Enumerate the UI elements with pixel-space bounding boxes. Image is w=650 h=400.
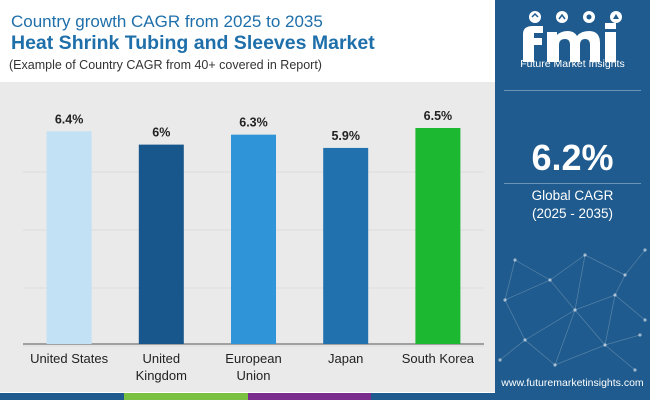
footer-strip-segment [0, 393, 124, 400]
brand-name: Future Market Insights [520, 58, 625, 70]
data-label: 6.3% [239, 116, 268, 130]
category-label-line: United [143, 351, 181, 366]
data-label: 6.5% [424, 109, 453, 123]
footer-strip-segment [247, 393, 372, 400]
data-label: 6% [152, 126, 170, 140]
category-label-line: European [225, 351, 281, 366]
bar [138, 144, 184, 344]
category-label-line: South Korea [402, 351, 475, 366]
category-label-line: Japan [328, 351, 363, 366]
category-label: United States [30, 351, 109, 366]
bar-chart: 6.4% United States 6% United Kingdom 6.3% Euro… [23, 109, 484, 383]
chart-title: Heat Shrink Tubing and Sleeves Market [11, 32, 375, 54]
data-label: 5.9% [331, 129, 360, 143]
bar [46, 131, 92, 344]
global-cagr-label: Global CAGR [531, 188, 614, 203]
category-label-line: Union [237, 368, 271, 383]
bar [323, 147, 369, 344]
category-label: South Korea [402, 351, 475, 366]
category-label: Japan [328, 351, 363, 366]
category-label-line: Kingdom [136, 368, 187, 383]
category-label: United Kingdom [136, 351, 187, 383]
sidebar-divider [504, 90, 641, 91]
bar [415, 128, 461, 344]
footer-strip [0, 393, 495, 400]
stat-divider [504, 183, 641, 184]
data-label: 6.4% [55, 112, 84, 126]
chart-area: 6.4% United States 6% United Kingdom 6.3% Euro… [0, 82, 495, 392]
footer-strip-segment [123, 393, 248, 400]
global-cagr-period: (2025 - 2035) [531, 206, 614, 221]
category-label: European Union [225, 351, 281, 383]
footer-strip-segment [371, 393, 495, 400]
global-cagr-value: 6.2% [531, 137, 614, 178]
bar [231, 134, 276, 344]
website-link[interactable]: www.futuremarketinsights.com [501, 377, 644, 389]
header: Country growth CAGR from 2025 to 2035 He… [0, 0, 495, 82]
chart-subtitle: Country growth CAGR from 2025 to 2035 [11, 12, 323, 31]
sidebar: Future Market Insights 6.2% Global CAGR … [495, 0, 650, 400]
network-decoration [498, 248, 647, 372]
category-label-line: United States [30, 351, 109, 366]
chart-note: (Example of Country CAGR from 40+ covere… [9, 58, 322, 72]
fmi-logo-icon [523, 11, 622, 62]
